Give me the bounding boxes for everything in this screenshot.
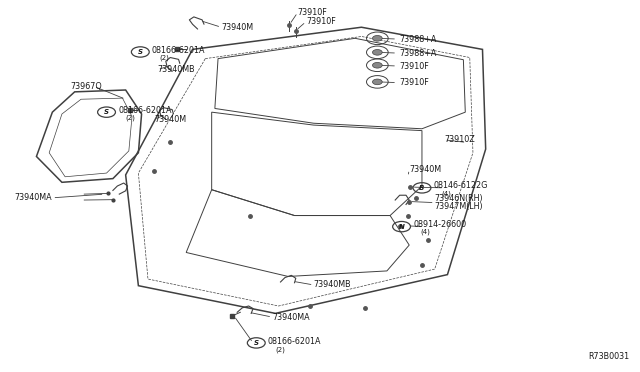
Text: 08166-6201A: 08166-6201A — [152, 46, 205, 55]
Text: (4): (4) — [441, 190, 451, 197]
Text: 08166-6201A: 08166-6201A — [268, 337, 321, 346]
Text: 73940MA: 73940MA — [272, 312, 310, 321]
Text: 08166-6201A: 08166-6201A — [118, 106, 172, 115]
Text: (4): (4) — [420, 229, 431, 235]
Text: 73988+A: 73988+A — [399, 49, 437, 58]
Text: 73940MB: 73940MB — [157, 65, 195, 74]
Text: S: S — [138, 49, 143, 55]
Text: 73910F: 73910F — [306, 17, 336, 26]
Circle shape — [372, 62, 382, 68]
Text: 73967Q: 73967Q — [70, 82, 102, 91]
Text: B: B — [419, 185, 425, 191]
Text: 73940MB: 73940MB — [314, 280, 351, 289]
Text: 08914-26600: 08914-26600 — [413, 220, 466, 229]
Text: 08146-6122G: 08146-6122G — [433, 182, 488, 190]
Text: 73910F: 73910F — [399, 61, 429, 71]
Circle shape — [372, 49, 382, 55]
Text: 73947M(LH): 73947M(LH) — [435, 202, 483, 211]
Text: 73910Z: 73910Z — [444, 135, 475, 144]
Text: 73988+A: 73988+A — [399, 35, 437, 44]
Text: 73946N(RH): 73946N(RH) — [435, 195, 483, 203]
Text: (2): (2) — [275, 346, 285, 353]
Text: N: N — [399, 224, 404, 230]
Circle shape — [372, 79, 382, 85]
Text: S: S — [254, 340, 259, 346]
Text: R73B0031: R73B0031 — [588, 352, 629, 361]
Circle shape — [372, 35, 382, 41]
Text: (2): (2) — [159, 54, 170, 61]
Text: 73910F: 73910F — [298, 8, 328, 17]
Text: (2): (2) — [125, 115, 136, 121]
Text: 73940M: 73940M — [154, 115, 186, 124]
Text: 73940M: 73940M — [221, 23, 253, 32]
Text: 73940M: 73940M — [409, 165, 442, 174]
Text: 73910F: 73910F — [399, 78, 429, 87]
Text: S: S — [104, 109, 109, 115]
Text: 73940MA: 73940MA — [14, 193, 52, 202]
